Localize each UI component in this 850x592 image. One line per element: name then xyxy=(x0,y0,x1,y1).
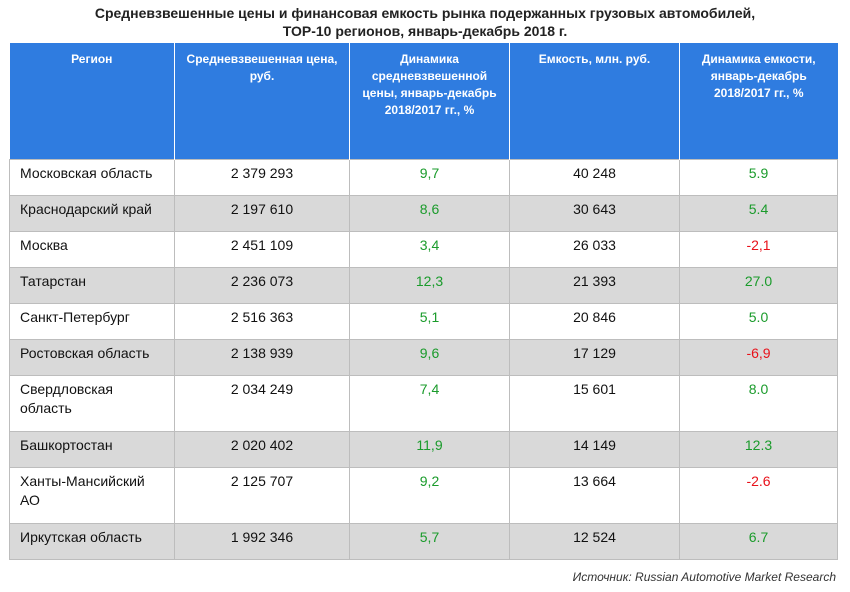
cell-capacity-dynamics: 12.3 xyxy=(679,431,838,468)
title-line-1: Средневзвешенные цены и финансовая емкос… xyxy=(94,5,756,21)
cell-price-dynamics: 9,2 xyxy=(349,467,510,524)
cell-capacity: 30 643 xyxy=(509,195,680,232)
table-row: Ханты-Мансийский АО 2 125 707 9,2 13 664… xyxy=(9,467,838,524)
table-row: Московская область 2 379 293 9,7 40 248 … xyxy=(9,159,838,196)
cell-region: Свердловская область xyxy=(9,375,175,432)
cell-price: 2 020 402 xyxy=(174,431,350,468)
cell-price-dynamics: 12,3 xyxy=(349,267,510,304)
source-note: Источник: Russian Automotive Market Rese… xyxy=(572,570,836,584)
cell-region: Иркутская область xyxy=(9,523,175,560)
cell-price: 2 379 293 xyxy=(174,159,350,196)
title-line-2: ТОР-10 регионов, январь-декабрь 2018 г. xyxy=(282,23,568,39)
cell-price: 2 034 249 xyxy=(174,375,350,432)
cell-region: Башкортостан xyxy=(9,431,175,468)
cell-capacity-dynamics: 27.0 xyxy=(679,267,838,304)
cell-region: Ростовская область xyxy=(9,339,175,376)
cell-capacity-dynamics: 5.0 xyxy=(679,303,838,340)
cell-price: 2 236 073 xyxy=(174,267,350,304)
table-row: Свердловская область 2 034 249 7,4 15 60… xyxy=(9,375,838,432)
cell-capacity: 12 524 xyxy=(509,523,680,560)
cell-region: Московская область xyxy=(9,159,175,196)
cell-capacity: 15 601 xyxy=(509,375,680,432)
header-capacity: Емкость, млн. руб. xyxy=(509,43,680,160)
table-row: Санкт-Петербург 2 516 363 5,1 20 846 5.0 xyxy=(9,303,838,340)
table-row: Татарстан 2 236 073 12,3 21 393 27.0 xyxy=(9,267,838,304)
cell-price-dynamics: 11,9 xyxy=(349,431,510,468)
cell-capacity-dynamics: 5.9 xyxy=(679,159,838,196)
cell-price-dynamics: 5,1 xyxy=(349,303,510,340)
cell-price-dynamics: 7,4 xyxy=(349,375,510,432)
cell-region: Москва xyxy=(9,231,175,268)
cell-price: 1 992 346 xyxy=(174,523,350,560)
table-header-row: Регион Средневзвешенная цена, руб. Динам… xyxy=(9,43,838,160)
cell-price: 2 125 707 xyxy=(174,467,350,524)
table-row: Башкортостан 2 020 402 11,9 14 149 12.3 xyxy=(9,431,838,468)
cell-price-dynamics: 3,4 xyxy=(349,231,510,268)
cell-capacity: 20 846 xyxy=(509,303,680,340)
cell-capacity-dynamics: -2.6 xyxy=(679,467,838,524)
cell-capacity-dynamics: 5.4 xyxy=(679,195,838,232)
cell-capacity-dynamics: 6.7 xyxy=(679,523,838,560)
cell-capacity: 40 248 xyxy=(509,159,680,196)
cell-price-dynamics: 5,7 xyxy=(349,523,510,560)
cell-capacity: 21 393 xyxy=(509,267,680,304)
cell-price-dynamics: 9,6 xyxy=(349,339,510,376)
table-row: Иркутская область 1 992 346 5,7 12 524 6… xyxy=(9,523,838,560)
header-price: Средневзвешенная цена, руб. xyxy=(174,43,350,160)
cell-price: 2 451 109 xyxy=(174,231,350,268)
header-price-dynamics: Динамика средневзвешенной цены, январь-д… xyxy=(349,43,510,160)
cell-capacity: 14 149 xyxy=(509,431,680,468)
page-title: Средневзвешенные цены и финансовая емкос… xyxy=(0,4,850,40)
header-region: Регион xyxy=(9,43,175,160)
cell-price: 2 138 939 xyxy=(174,339,350,376)
cell-region: Ханты-Мансийский АО xyxy=(9,467,175,524)
cell-capacity: 17 129 xyxy=(509,339,680,376)
cell-price: 2 197 610 xyxy=(174,195,350,232)
cell-capacity-dynamics: -6,9 xyxy=(679,339,838,376)
cell-price-dynamics: 9,7 xyxy=(349,159,510,196)
cell-capacity-dynamics: 8.0 xyxy=(679,375,838,432)
regions-table: Регион Средневзвешенная цена, руб. Динам… xyxy=(9,43,838,560)
header-capacity-dynamics: Динамика емкости, январь-декабрь 2018/20… xyxy=(679,43,838,160)
cell-region: Краснодарский край xyxy=(9,195,175,232)
cell-region: Санкт-Петербург xyxy=(9,303,175,340)
cell-capacity: 13 664 xyxy=(509,467,680,524)
cell-region: Татарстан xyxy=(9,267,175,304)
cell-capacity-dynamics: -2,1 xyxy=(679,231,838,268)
table-row: Ростовская область 2 138 939 9,6 17 129 … xyxy=(9,339,838,376)
table-row: Краснодарский край 2 197 610 8,6 30 643 … xyxy=(9,195,838,232)
cell-price-dynamics: 8,6 xyxy=(349,195,510,232)
table-row: Москва 2 451 109 3,4 26 033 -2,1 xyxy=(9,231,838,268)
cell-price: 2 516 363 xyxy=(174,303,350,340)
cell-capacity: 26 033 xyxy=(509,231,680,268)
